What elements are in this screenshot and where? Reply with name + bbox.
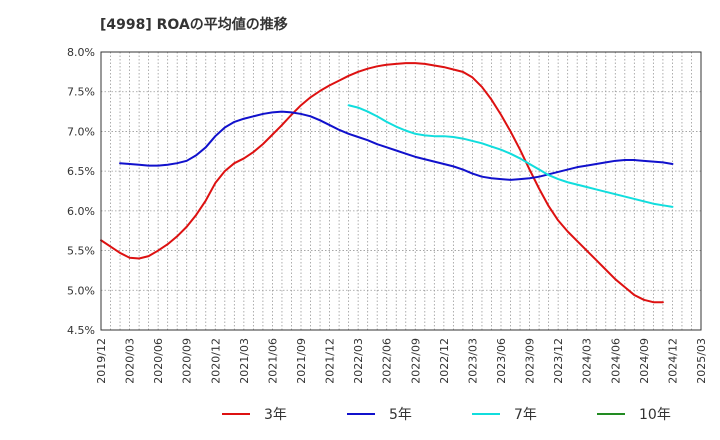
legend-label-3年: 3年 bbox=[264, 407, 287, 423]
x-tick-label: 2023/09 bbox=[524, 338, 537, 384]
y-tick-label: 6.5% bbox=[67, 165, 95, 178]
x-tick-label: 2023/12 bbox=[552, 338, 565, 384]
x-tick-label: 2022/06 bbox=[381, 338, 394, 384]
x-tick-label: 2021/03 bbox=[238, 338, 251, 384]
series-layer bbox=[100, 62, 674, 304]
legend-label-7年: 7年 bbox=[514, 407, 537, 423]
y-tick-label: 7.5% bbox=[67, 86, 95, 99]
x-tick-label: 2024/12 bbox=[666, 338, 679, 384]
x-tick-label: 2024/03 bbox=[581, 338, 594, 384]
legend: 3年 5年 7年 10年 bbox=[222, 407, 671, 423]
x-tick-label: 2023/03 bbox=[466, 338, 479, 384]
chart-title: [4998] ROAの平均値の推移 bbox=[100, 17, 288, 33]
grid bbox=[101, 52, 701, 330]
legend-label-5年: 5年 bbox=[389, 407, 412, 423]
x-tick-label: 2020/12 bbox=[209, 338, 222, 384]
y-tick-label: 4.5% bbox=[67, 324, 95, 337]
x-tick-label: 2021/09 bbox=[295, 338, 308, 384]
x-tick-label: 2022/03 bbox=[352, 338, 365, 384]
x-tick-label: 2020/09 bbox=[181, 338, 194, 384]
x-tick-label: 2024/06 bbox=[609, 338, 622, 384]
plot-border bbox=[100, 51, 702, 331]
series-line-5年 bbox=[119, 110, 674, 181]
x-tick-label: 2021/06 bbox=[266, 338, 279, 384]
x-tick-label: 2024/09 bbox=[638, 338, 651, 384]
y-tick-label: 8.0% bbox=[67, 46, 95, 59]
x-axis: 2019/12 2020/03 2020/06 2020/09 2020/12 2021/… bbox=[95, 338, 708, 384]
y-tick-label: 5.0% bbox=[67, 284, 95, 297]
x-tick-label: 2025/03 bbox=[695, 338, 708, 384]
series-line-3年 bbox=[100, 62, 664, 304]
series-line-7年 bbox=[347, 104, 674, 208]
x-tick-label: 2022/09 bbox=[409, 338, 422, 384]
y-tick-label: 6.0% bbox=[67, 205, 95, 218]
legend-label-10年: 10年 bbox=[639, 407, 671, 423]
y-axis: 4.5% 5.0% 5.5% 6.0% 6.5% 7.0% 7.5% 8.0% bbox=[67, 46, 95, 337]
x-tick-label: 2019/12 bbox=[95, 338, 108, 384]
x-tick-label: 2020/03 bbox=[124, 338, 137, 384]
x-tick-label: 2023/06 bbox=[495, 338, 508, 384]
plot-frame bbox=[100, 51, 702, 331]
x-tick-label: 2021/12 bbox=[324, 338, 337, 384]
x-tick-label: 2020/06 bbox=[152, 338, 165, 384]
x-tick-label: 2022/12 bbox=[438, 338, 451, 384]
y-tick-label: 7.0% bbox=[67, 125, 95, 138]
y-tick-label: 5.5% bbox=[67, 245, 95, 258]
